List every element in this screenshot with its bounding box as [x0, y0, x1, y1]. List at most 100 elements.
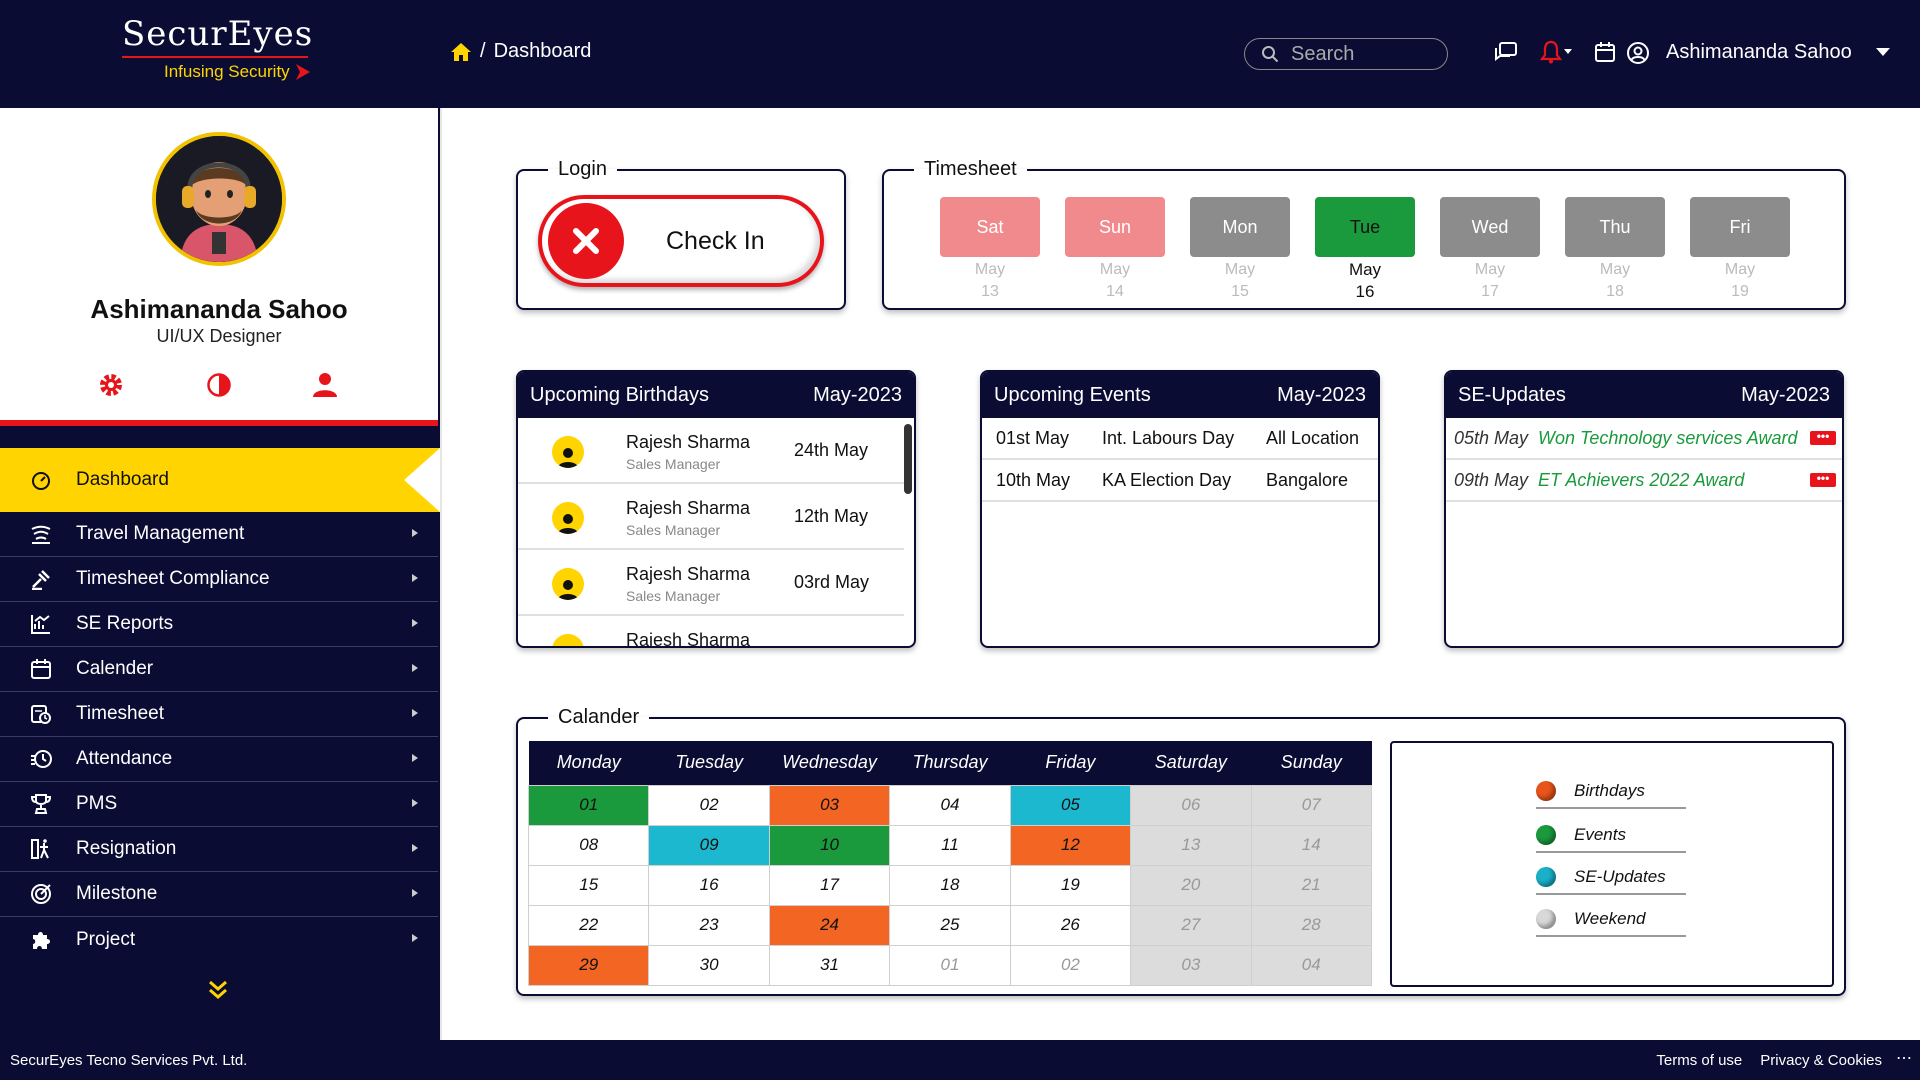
calendar-day-cell[interactable]: 10 — [768, 824, 891, 866]
calendar-day-cell[interactable]: 22 — [527, 904, 650, 946]
key-item-birthdays: Birthdays — [1536, 775, 1686, 809]
calendar-day-cell[interactable]: 28 — [1250, 904, 1373, 946]
notification-button[interactable] — [1540, 40, 1572, 64]
sidebar-item-resignation[interactable]: Resignation — [0, 827, 438, 872]
timesheet-day[interactable]: Sat May 13 — [940, 197, 1040, 301]
sidebar-item-dashboard[interactable]: Dashboard — [0, 448, 440, 512]
calendar-day-cell[interactable]: 03 — [768, 784, 891, 826]
event-date: 01st May — [996, 427, 1070, 448]
theme-toggle-button[interactable] — [206, 372, 232, 403]
show-more-button[interactable] — [206, 978, 230, 1007]
calendar-day-cell[interactable]: 07 — [1250, 784, 1373, 826]
list-item[interactable]: Rajesh Sharma Sales Manager 24th May — [518, 418, 904, 484]
terms-link[interactable]: Terms of use — [1656, 1052, 1743, 1069]
calendar-day-cell[interactable]: 20 — [1130, 864, 1252, 906]
calendar-day-cell[interactable]: 21 — [1250, 864, 1373, 906]
toolbar-icons — [1494, 40, 1616, 64]
list-item[interactable]: Rajesh Sharma Sales Manager 03rd May — [518, 550, 904, 616]
calendar-day-cell[interactable]: 11 — [889, 824, 1011, 866]
calendar-day-cell[interactable]: 02 — [648, 784, 770, 826]
calendar-day-cell[interactable]: 27 — [1130, 904, 1252, 946]
sidebar-item-project[interactable]: Project — [0, 917, 438, 962]
home-icon[interactable] — [450, 42, 472, 62]
list-item[interactable]: 10th May KA Election Day Bangalore — [982, 460, 1378, 502]
calendar-day-cell[interactable]: 29 — [527, 944, 650, 986]
day-month: May — [1599, 261, 1631, 278]
calendar-day-cell[interactable]: 30 — [648, 944, 770, 986]
top-bar: SecurEyes Infusing Security / Dashboard … — [0, 0, 1920, 108]
calendar-day-cell[interactable]: 13 — [1130, 824, 1252, 866]
calendar-day-cell[interactable]: 26 — [1009, 904, 1132, 946]
calendar-card: Calander Monday Tuesday Wednesday Thursd… — [516, 706, 1846, 996]
calendar-day-cell[interactable]: 02 — [1009, 944, 1132, 986]
calendar-day-cell[interactable]: 14 — [1250, 824, 1373, 866]
day-month: May — [974, 261, 1006, 278]
timesheet-day[interactable]: Fri May 19 — [1690, 197, 1790, 301]
calendar-day-cell[interactable]: 24 — [768, 904, 891, 946]
calendar-day-cell[interactable]: 19 — [1009, 864, 1132, 906]
more-icon[interactable]: ⋯ — [1896, 1050, 1912, 1067]
day-box: Tue — [1315, 197, 1415, 257]
timesheet-day[interactable]: Sun May 14 — [1065, 197, 1165, 301]
calendar-day-cell[interactable]: 18 — [889, 864, 1011, 906]
calendar-grid: Monday Tuesday Wednesday Thursday Friday… — [527, 741, 1373, 986]
chat-icon[interactable] — [1494, 41, 1518, 63]
sidebar-item-milestone[interactable]: Milestone — [0, 872, 438, 917]
sidebar-item-calender[interactable]: Calender — [0, 647, 438, 692]
timesheet-day[interactable]: Wed May 17 — [1440, 197, 1540, 301]
calendar-day-cell[interactable]: 08 — [527, 824, 650, 866]
calendar-day-cell[interactable]: 04 — [889, 784, 1011, 826]
calendar-day-cell[interactable]: 16 — [648, 864, 770, 906]
user-menu[interactable]: Ashimananda Sahoo — [1627, 41, 1890, 64]
event-name: Int. Labours Day — [1102, 427, 1235, 448]
sidebar-item-timesheet-compliance[interactable]: Timesheet Compliance — [0, 557, 438, 602]
list-item[interactable]: 05th May Won Technology services Award •… — [1446, 418, 1842, 460]
check-in-button[interactable]: Check In — [538, 195, 824, 287]
calendar-day-cell[interactable]: 17 — [768, 864, 891, 906]
breadcrumb-current[interactable]: Dashboard — [493, 40, 592, 62]
list-item[interactable]: 01st May Int. Labours Day All Location — [982, 418, 1378, 460]
check-in-label: Check In — [666, 227, 765, 255]
list-item[interactable]: Rajesh Sharma — [518, 616, 904, 646]
more-options-icon[interactable]: ••• — [1810, 472, 1836, 487]
sidebar-item-travel-management[interactable]: Travel Management — [0, 512, 438, 557]
calendar-day-cell[interactable]: 05 — [1009, 784, 1132, 826]
timesheet-day[interactable]: Mon May 15 — [1190, 197, 1290, 301]
calendar-day-cell[interactable]: 12 — [1009, 824, 1132, 866]
brand-logo[interactable]: SecurEyes Infusing Security — [122, 14, 322, 86]
timesheet-legend: Timesheet — [924, 158, 1017, 180]
calendar-day-cell[interactable]: 25 — [889, 904, 1011, 946]
more-options-icon[interactable]: ••• — [1810, 430, 1836, 445]
list-item[interactable]: Rajesh Sharma Sales Manager 12th May — [518, 484, 904, 550]
timesheet-day[interactable]: Thu May 18 — [1565, 197, 1665, 301]
calendar-day-cell[interactable]: 04 — [1250, 944, 1373, 986]
calendar-day-cell[interactable]: 31 — [768, 944, 891, 986]
avatar[interactable] — [152, 132, 286, 266]
chevron-right-icon — [412, 529, 418, 537]
calendar-icon — [31, 659, 51, 679]
sidebar-item-timesheet[interactable]: Timesheet — [0, 692, 438, 737]
chevron-down-icon — [1875, 48, 1890, 56]
calendar-day-cell[interactable]: 09 — [648, 824, 770, 866]
sidebar-item-label: Timesheet — [76, 703, 164, 724]
privacy-link[interactable]: Privacy & Cookies — [1760, 1052, 1882, 1069]
scrollbar[interactable] — [904, 424, 912, 494]
calendar-day-cell[interactable]: 06 — [1130, 784, 1252, 826]
calendar-day-cell[interactable]: 15 — [527, 864, 650, 906]
sidebar-item-se-reports[interactable]: SE Reports — [0, 602, 438, 647]
sidebar-item-pms[interactable]: PMS — [0, 782, 438, 827]
calendar-day-cell[interactable]: 01 — [889, 944, 1011, 986]
timesheet-day-today[interactable]: Tue May 16 — [1315, 197, 1415, 301]
search-box[interactable] — [1244, 38, 1448, 70]
calendar-day-cell[interactable]: 03 — [1130, 944, 1252, 986]
chevron-down-icon — [1564, 49, 1572, 54]
search-input[interactable] — [1291, 42, 1431, 66]
birthday-dot — [1536, 781, 1556, 801]
settings-button[interactable] — [98, 372, 124, 403]
calendar-icon[interactable] — [1594, 41, 1616, 63]
list-item[interactable]: 09th May ET Achievers 2022 Award ••• — [1446, 460, 1842, 502]
calendar-day-cell[interactable]: 01 — [527, 784, 650, 826]
profile-button[interactable] — [312, 372, 338, 403]
sidebar-item-attendance[interactable]: Attendance — [0, 737, 438, 782]
calendar-day-cell[interactable]: 23 — [648, 904, 770, 946]
